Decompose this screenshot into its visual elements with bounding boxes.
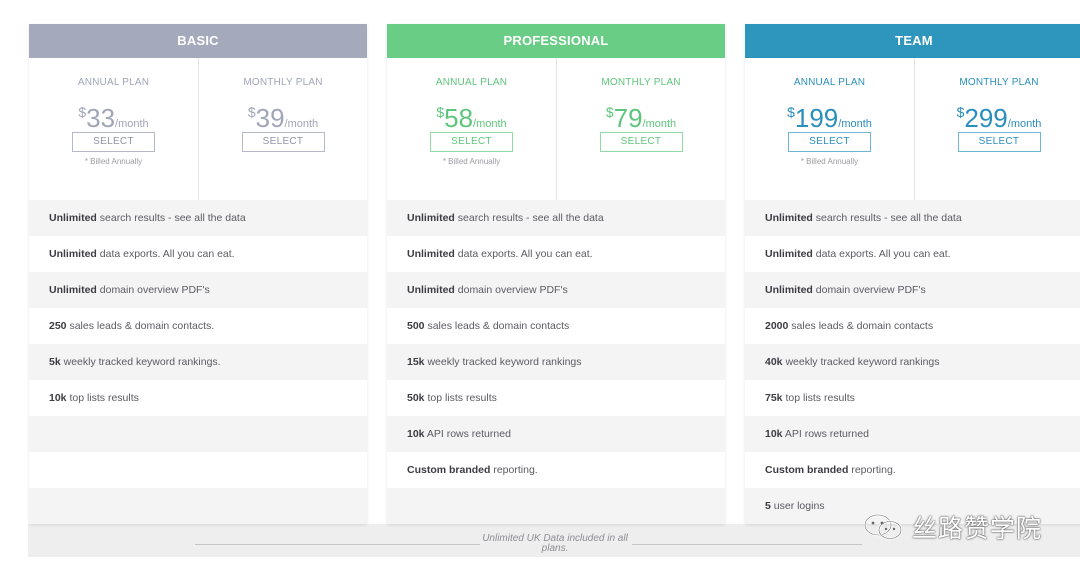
price-currency: $ [605,104,614,120]
plan-label: ANNUAL PLAN [77,77,150,88]
feature-item: Unlimited domain overview PDF's [745,272,1080,308]
price-period: /month [115,118,149,130]
monthly-plan: MONTHLY PLAN $299/month SELECT [914,58,1080,200]
price-period: /month [1007,118,1042,130]
price: $33/month [29,98,198,132]
price-amount: 39 [255,103,285,133]
select-button[interactable]: SELECT [241,132,325,152]
price-currency: $ [78,104,87,120]
price-currency: $ [787,104,795,120]
card-title: BASIC [29,24,367,58]
feature-item: 2000 sales leads & domain contacts [745,308,1080,344]
feature-item [29,452,367,488]
feature-item: Custom branded reporting. [745,452,1080,488]
price-amount: 79 [613,103,643,133]
annual-plan: ANNUAL PLAN $33/month SELECT * Billed An… [29,58,198,200]
price-amount: 299 [964,103,1008,133]
select-button[interactable]: SELECT [599,132,683,152]
price-amount: 199 [794,103,839,133]
feature-item: 250 sales leads & domain contacts. [29,308,367,344]
price-currency: $ [247,104,256,120]
price-period: /month [473,118,507,130]
feature-item: Unlimited domain overview PDF's [387,272,725,308]
feature-item: 40k weekly tracked keyword rankings [745,344,1080,380]
plan-label: ANNUAL PLAN [793,77,866,88]
feature-item: 10k API rows returned [745,416,1080,452]
card-title: TEAM [745,24,1080,58]
footer-band [28,524,1080,557]
plan-options: ANNUAL PLAN $33/month SELECT * Billed An… [29,58,367,200]
price-amount: 33 [86,103,116,133]
billing-note: * Billed Annually [84,157,143,166]
pricing-card-team: TEAM ANNUAL PLAN $199/month SELECT * Bil… [745,24,1080,524]
feature-list: Unlimited search results - see all the d… [745,200,1080,524]
feature-item: 10k top lists results [29,380,367,416]
plan-options: ANNUAL PLAN $58/month SELECT * Billed An… [387,58,725,200]
price: $79/month [557,98,725,132]
price: $39/month [199,98,367,132]
monthly-plan: MONTHLY PLAN $79/month SELECT [556,58,725,200]
chat-bubbles-icon [863,513,903,540]
billing-note: * Billed Annually [442,157,501,166]
feature-list: Unlimited search results - see all the d… [29,200,367,524]
feature-item: 10k API rows returned [387,416,725,452]
feature-item: 50k top lists results [387,380,725,416]
pricing-card-basic: BASIC ANNUAL PLAN $33/month SELECT * Bil… [29,24,367,524]
feature-item: 5k weekly tracked keyword rankings. [29,344,367,380]
price-period: /month [284,118,319,130]
card-title: PROFESSIONAL [387,24,725,58]
feature-item [29,416,367,452]
feature-item: 500 sales leads & domain contacts [387,308,725,344]
feature-list: Unlimited search results - see all the d… [387,200,725,524]
plan-label: MONTHLY PLAN [601,77,681,88]
price-period: /month [642,118,677,130]
price-period: /month [838,118,872,130]
watermark: 丝路赞学院 [862,510,1052,544]
feature-item: Unlimited data exports. All you can eat. [29,236,367,272]
plan-options: ANNUAL PLAN $199/month SELECT * Billed A… [745,58,1080,200]
select-button[interactable]: SELECT [72,132,155,152]
watermark-text: 丝路赞学院 [912,514,1043,543]
price-currency: $ [436,104,445,120]
annual-plan: ANNUAL PLAN $58/month SELECT * Billed An… [387,58,556,200]
footer-divider-right [632,544,862,545]
feature-item: Unlimited search results - see all the d… [387,200,725,236]
price: $199/month [745,98,914,132]
annual-plan: ANNUAL PLAN $199/month SELECT * Billed A… [745,58,914,200]
feature-item: Unlimited data exports. All you can eat. [387,236,725,272]
feature-item: Unlimited domain overview PDF's [29,272,367,308]
monthly-plan: MONTHLY PLAN $39/month SELECT [198,58,367,200]
feature-item [29,488,367,524]
feature-item: Unlimited search results - see all the d… [745,200,1080,236]
plan-label: ANNUAL PLAN [435,77,508,88]
feature-item: Unlimited search results - see all the d… [29,200,367,236]
price: $299/month [915,98,1080,132]
feature-item: Unlimited data exports. All you can eat. [745,236,1080,272]
feature-item: 15k weekly tracked keyword rankings [387,344,725,380]
select-button[interactable]: SELECT [788,132,871,152]
feature-item: Custom branded reporting. [387,452,725,488]
footer-divider-left [195,544,480,545]
feature-item: 5 user logins [745,488,1080,524]
billing-note: * Billed Annually [800,157,859,166]
plan-label: MONTHLY PLAN [959,77,1039,88]
price: $58/month [387,98,556,132]
feature-item [387,488,725,524]
price-currency: $ [956,104,965,120]
pricing-card-professional: PROFESSIONAL ANNUAL PLAN $58/month SELEC… [387,24,725,524]
select-button[interactable]: SELECT [430,132,513,152]
plan-label: MONTHLY PLAN [243,77,323,88]
select-button[interactable]: SELECT [957,132,1041,152]
footer-note: Unlimited UK Data included in all plans. [482,533,628,554]
feature-item: 75k top lists results [745,380,1080,416]
price-amount: 58 [444,103,474,133]
